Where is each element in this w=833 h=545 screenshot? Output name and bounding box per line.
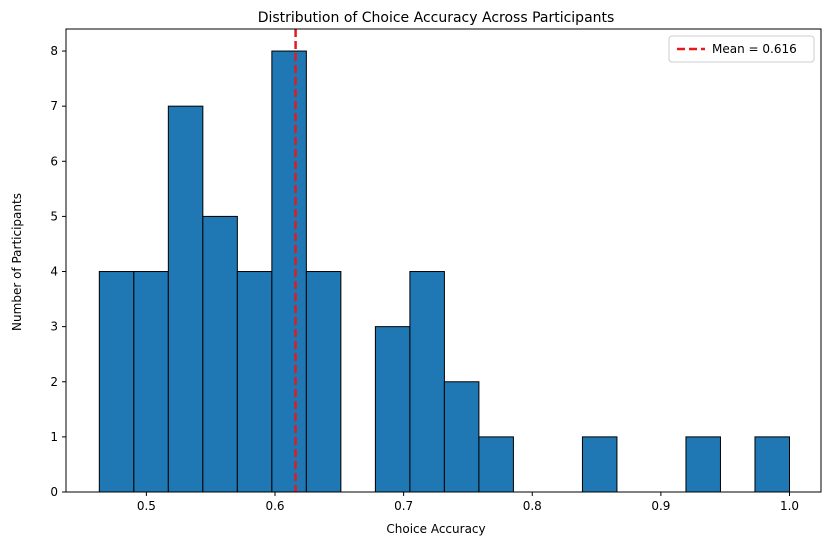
y-tick-label: 1: [50, 430, 58, 444]
x-tick-label: 0.9: [651, 499, 670, 513]
x-tick-label: 0.8: [523, 499, 542, 513]
x-tick-label: 0.7: [394, 499, 413, 513]
legend-mean-label: Mean = 0.616: [712, 42, 797, 56]
histogram-bar: [478, 436, 514, 493]
histogram-bar: [581, 436, 618, 493]
histogram-bar: [98, 271, 135, 493]
histogram-bar: [374, 326, 411, 493]
x-tick-label: 0.6: [265, 499, 284, 513]
axes-frame: [65, 28, 822, 493]
histogram-bar: [305, 271, 342, 493]
x-axis-label: Choice Accuracy: [386, 522, 485, 536]
y-tick-label: 6: [50, 154, 58, 168]
y-tick-label: 3: [50, 320, 58, 334]
bars-group: [98, 50, 790, 493]
legend-box: [668, 35, 815, 63]
histogram-bar: [754, 436, 790, 493]
x-tick-label: 0.5: [137, 499, 156, 513]
histogram-bar: [271, 50, 307, 493]
histogram-bar: [685, 436, 721, 493]
histogram-bar: [202, 215, 238, 493]
histogram-bar: [236, 271, 273, 493]
y-tick-label: 0: [50, 485, 58, 499]
y-ticks: 0 1 2 3 4 5 6 7 8: [50, 44, 66, 499]
histogram-bar: [133, 271, 169, 493]
y-tick-label: 8: [50, 44, 58, 58]
chart-title: Distribution of Choice Accuracy Across P…: [258, 10, 615, 26]
histogram-bar: [409, 271, 445, 493]
y-axis-label: Number of Participants: [10, 193, 24, 331]
y-tick-label: 2: [50, 375, 58, 389]
y-tick-label: 7: [50, 99, 58, 113]
x-ticks: 0.5 0.6 0.7 0.8 0.9 1.0: [137, 492, 799, 513]
histogram-bar: [167, 105, 204, 493]
x-tick-label: 1.0: [780, 499, 799, 513]
y-tick-label: 4: [50, 265, 58, 279]
legend: Mean = 0.616: [668, 35, 815, 63]
histogram-bar: [443, 381, 480, 493]
y-tick-label: 5: [50, 209, 58, 223]
